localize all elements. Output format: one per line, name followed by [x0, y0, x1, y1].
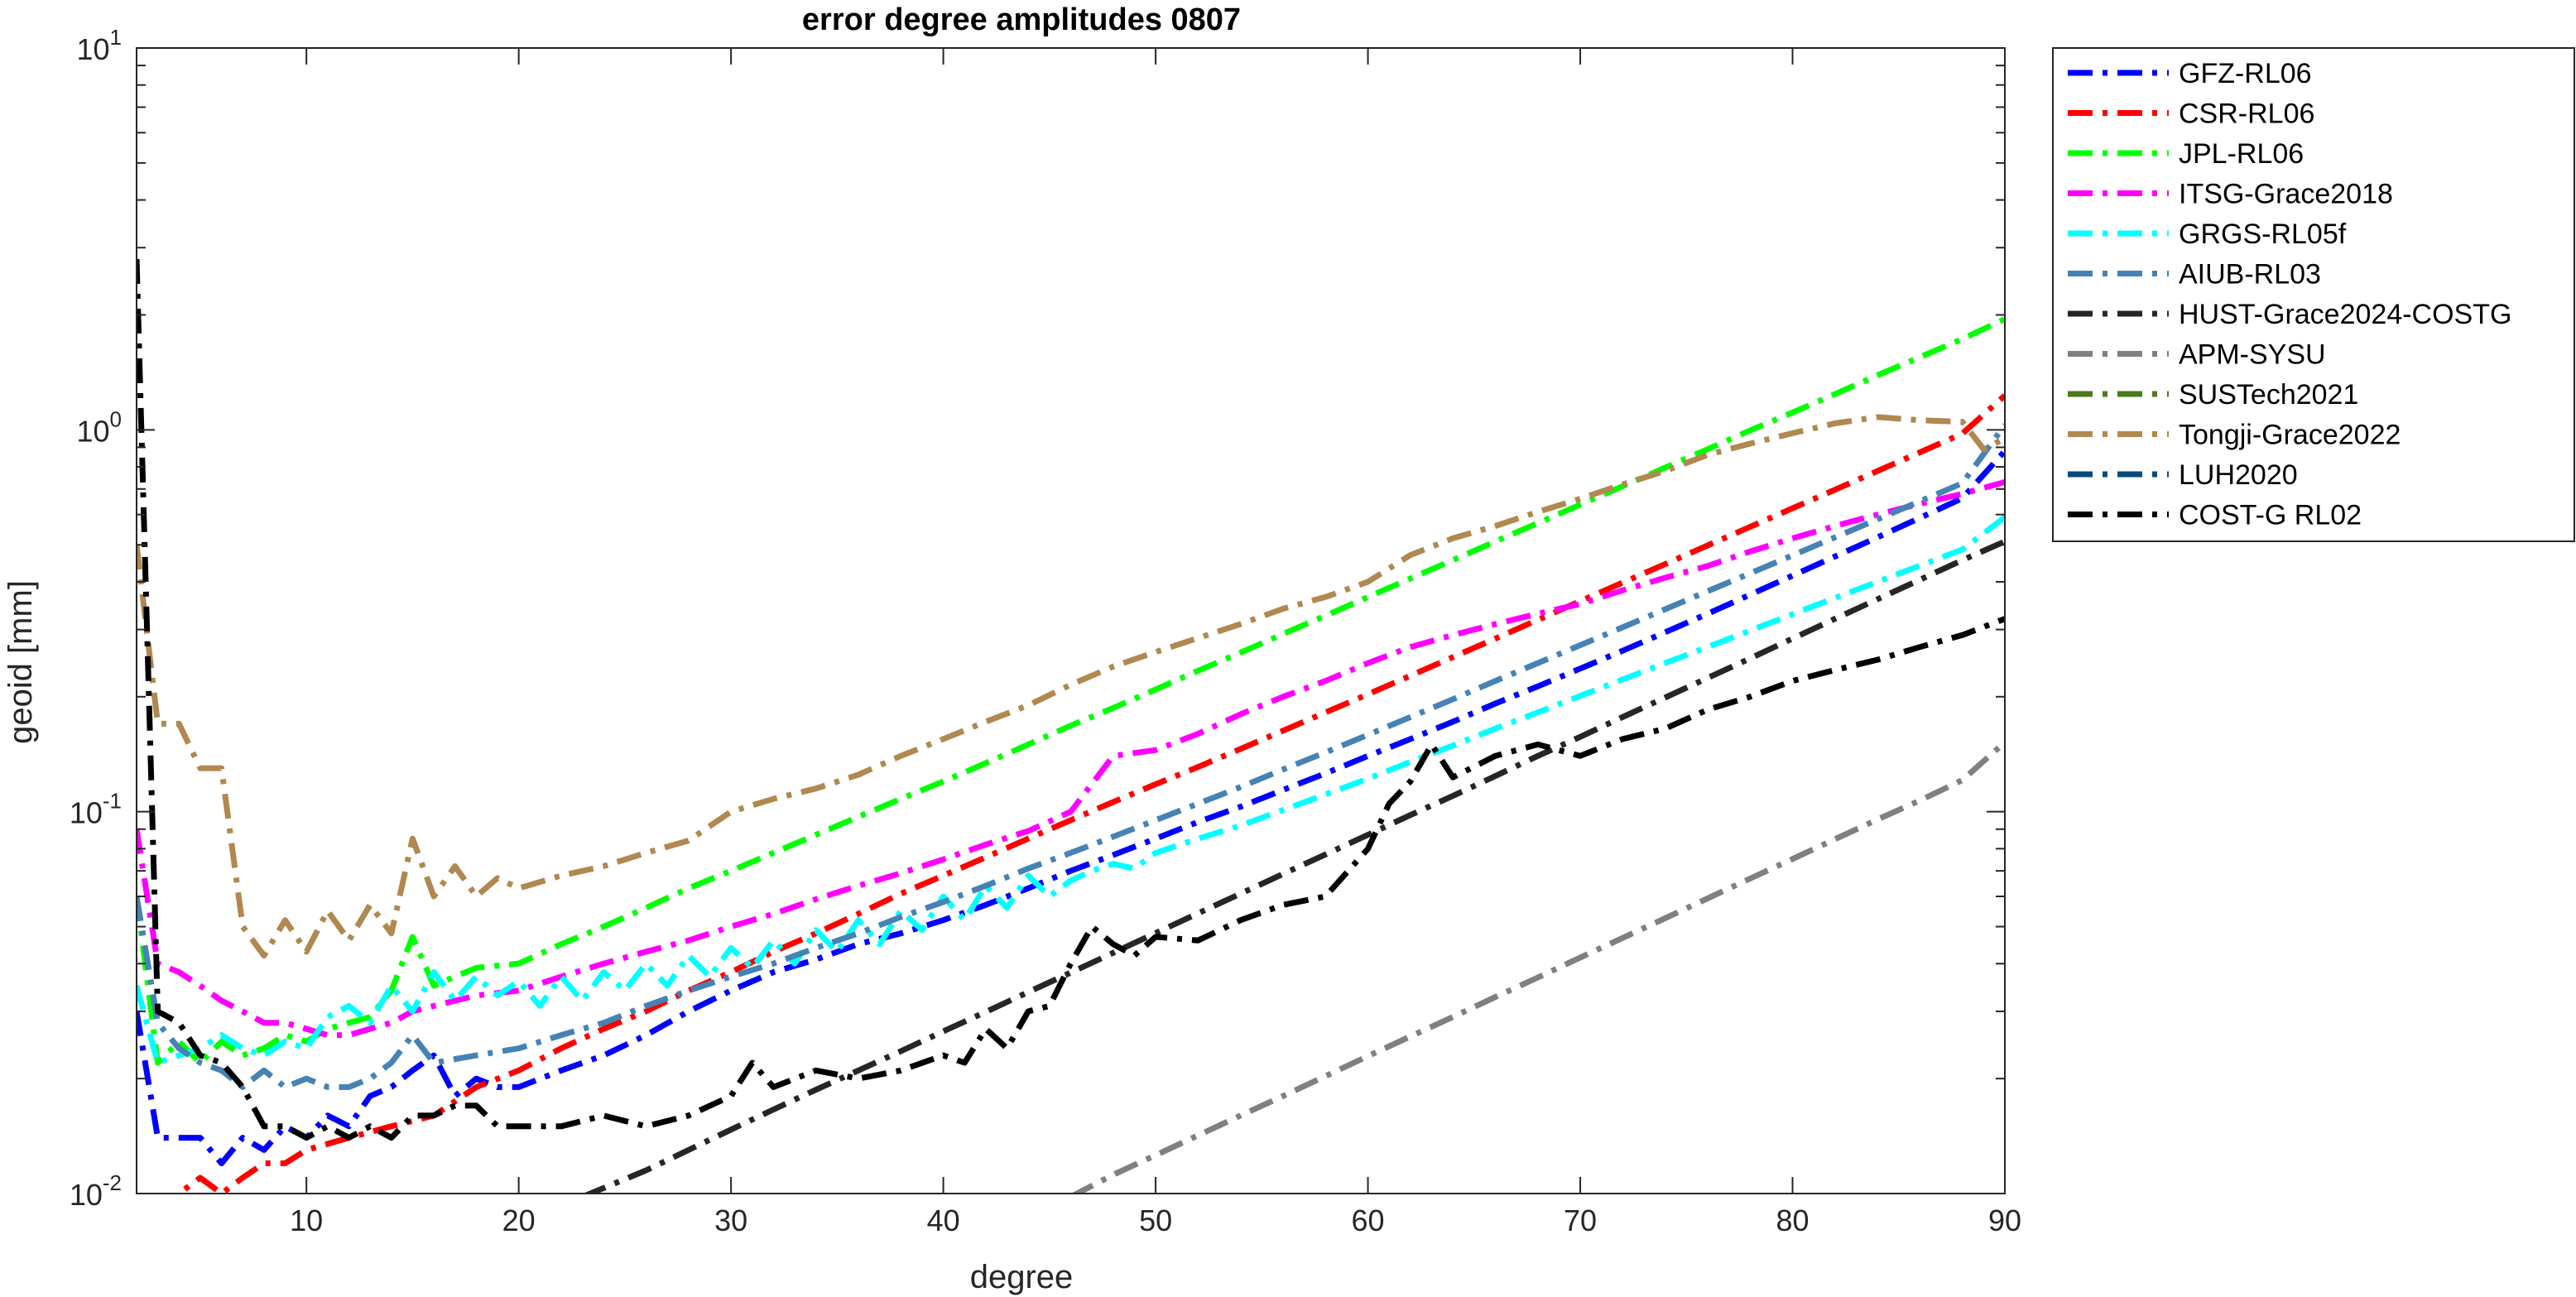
- x-tick-label-7: 80: [1776, 1203, 1809, 1237]
- legend-label-3: ITSG-Grace2018: [2179, 179, 2393, 210]
- y-tick-label-0: 10-2: [70, 1170, 122, 1212]
- legend-label-4: GRGS-RL05f: [2179, 219, 2347, 250]
- legend-label-0: GFZ-RL06: [2179, 58, 2312, 89]
- legend-label-6: HUST-Grace2024-COSTG: [2179, 299, 2511, 330]
- legend-label-11: COST-G RL02: [2179, 500, 2362, 531]
- legend-box: [2052, 47, 2575, 542]
- legend-label-7: APM-SYSU: [2179, 339, 2326, 371]
- x-tick-label-1: 20: [502, 1203, 536, 1237]
- series-line-4: [137, 515, 2005, 1066]
- x-tick-label-6: 70: [1564, 1203, 1597, 1237]
- y-tick-label-1: 10-1: [70, 789, 122, 830]
- series-line-9: [137, 414, 2005, 958]
- y-tick-label-2: 100: [76, 406, 122, 448]
- legend-label-5: AIUB-RL03: [2179, 259, 2321, 291]
- series-line-1: [174, 393, 2005, 1194]
- x-tick-label-3: 40: [927, 1203, 960, 1237]
- legend-label-8: SUSTech2021: [2179, 379, 2358, 411]
- x-tick-label-5: 60: [1352, 1203, 1385, 1237]
- y-axis-label: geoid [mm]: [2, 580, 39, 744]
- x-tick-label-0: 10: [290, 1203, 323, 1237]
- legend-label-10: LUH2020: [2179, 459, 2298, 491]
- series-line-6: [583, 538, 2005, 1194]
- chart-title: error degree amplitudes 0807: [802, 2, 1241, 37]
- legend-label-2: JPL-RL06: [2179, 138, 2304, 170]
- x-tick-label-8: 90: [1988, 1203, 2021, 1237]
- legend-label-1: CSR-RL06: [2179, 98, 2314, 130]
- x-tick-label-2: 30: [714, 1203, 747, 1237]
- axes-layer: 10 20 30 40 50 60 70 80 90 10-2 10-1 100 101: [70, 25, 2021, 1237]
- series-line-11: [137, 258, 2005, 1141]
- series-line-7: [1070, 740, 2005, 1194]
- x-axis-label: degree: [970, 1259, 1074, 1295]
- legend: GFZ-RL06 CSR-RL06 JPL-RL06 ITSG-Grace2018 GR…: [2052, 47, 2575, 542]
- y-tick-label-3: 101: [76, 25, 122, 66]
- x-tick-label-4: 50: [1139, 1203, 1172, 1237]
- plot-frame: [136, 47, 2006, 1194]
- series-line-0: [137, 449, 2005, 1166]
- series-layer: [137, 258, 2005, 1194]
- legend-label-9: Tongji-Grace2022: [2179, 420, 2401, 451]
